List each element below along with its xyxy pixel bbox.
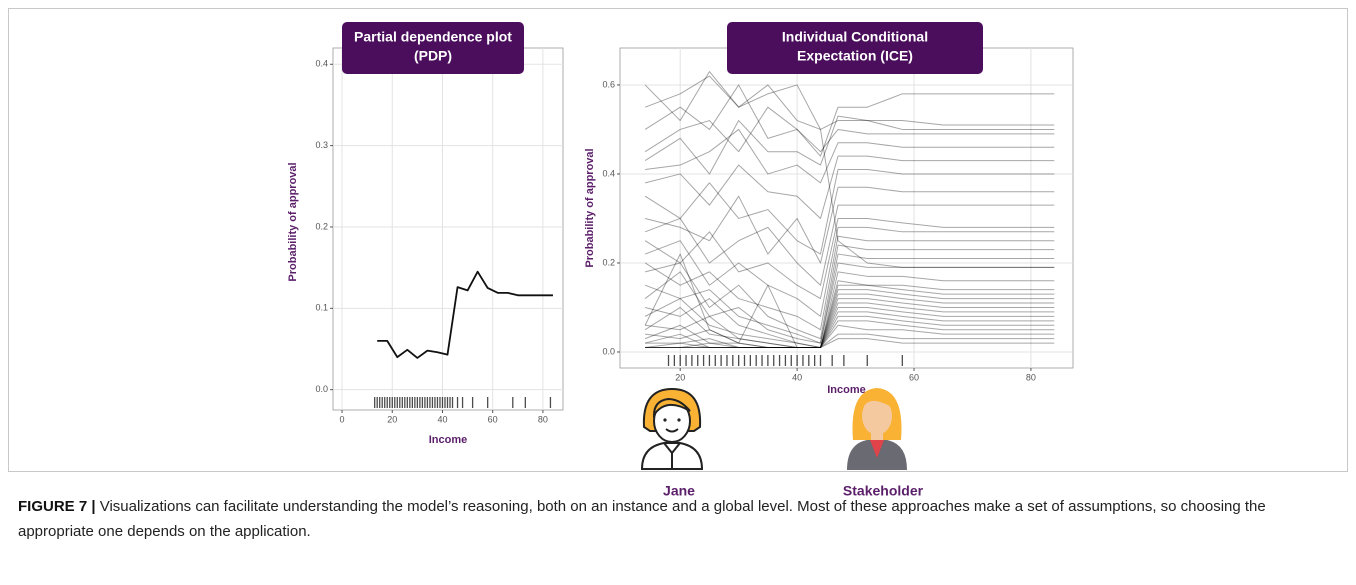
- stakeholder-icon: [847, 388, 907, 470]
- y-axis-title: Probability of approval: [584, 148, 596, 267]
- y-axis-title: Probability of approval: [287, 162, 299, 281]
- plot-panel: [333, 48, 563, 410]
- x-tick-label: 0: [340, 414, 345, 424]
- x-tick-label: 20: [675, 372, 685, 382]
- y-tick-label: 0.4: [602, 168, 615, 178]
- y-tick-label: 0.1: [315, 303, 328, 313]
- x-tick-label: 20: [387, 414, 397, 424]
- y-tick-label: 0.2: [602, 257, 615, 267]
- caption: FIGURE 7 | Visualizations can facilitate…: [18, 494, 1338, 544]
- x-tick-label: 80: [1026, 372, 1036, 382]
- caption-label: FIGURE 7 |: [18, 498, 96, 515]
- chart-title: Partial dependence plot: [354, 29, 512, 45]
- x-axis-title: Income: [429, 434, 468, 446]
- y-tick-label: 0.0: [315, 384, 328, 394]
- y-tick-label: 0.4: [315, 59, 328, 69]
- caption-text: Visualizations can facilitate understand…: [18, 498, 1266, 540]
- jane-icon: [642, 389, 702, 469]
- y-tick-label: 0.2: [315, 221, 328, 231]
- chart-title: (PDP): [414, 48, 452, 64]
- x-tick-label: 40: [792, 372, 802, 382]
- page: Jane Stakeholder 0.00.10.20.30.402040608…: [0, 0, 1356, 585]
- chart-title: Individual Conditional: [782, 29, 928, 45]
- y-tick-label: 0.3: [315, 140, 328, 150]
- x-tick-label: 60: [488, 414, 498, 424]
- x-tick-label: 80: [538, 414, 548, 424]
- y-tick-label: 0.0: [602, 346, 615, 356]
- plot-panel: [620, 48, 1073, 368]
- chart-title: Expectation (ICE): [797, 48, 913, 64]
- x-axis-title: Income: [827, 384, 866, 396]
- y-tick-label: 0.6: [602, 79, 615, 89]
- x-tick-label: 40: [437, 414, 447, 424]
- x-tick-label: 60: [909, 372, 919, 382]
